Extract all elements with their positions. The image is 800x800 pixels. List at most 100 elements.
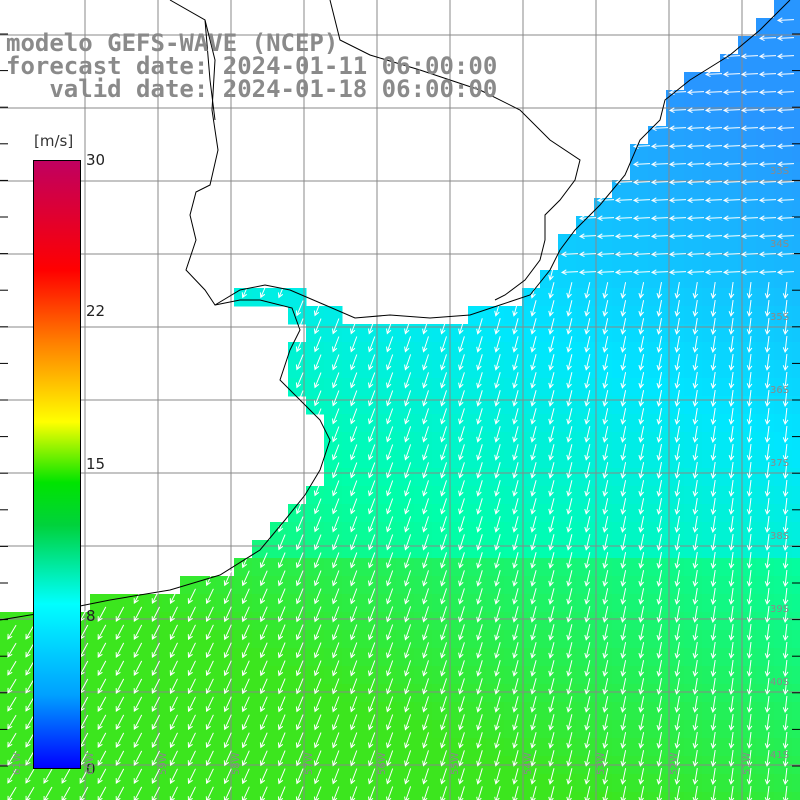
wind-arrow xyxy=(620,354,627,371)
wind-arrow xyxy=(674,318,681,335)
wind-arrow xyxy=(740,125,759,132)
wind-speed-cell xyxy=(648,432,667,451)
wind-arrow xyxy=(350,588,358,605)
wind-arrow xyxy=(764,552,771,569)
wind-speed-cell xyxy=(540,792,559,800)
wind-speed-cell xyxy=(720,774,739,793)
wind-arrow xyxy=(632,179,651,186)
wind-arrow xyxy=(728,660,735,677)
wind-arrow xyxy=(133,624,143,641)
wind-arrow xyxy=(710,390,717,407)
wind-speed-cell xyxy=(504,558,523,577)
wind-speed-cell xyxy=(522,702,541,721)
wind-arrow xyxy=(764,336,771,353)
wind-arrow xyxy=(728,768,735,785)
wind-speed-cell xyxy=(792,648,800,667)
wind-speed-cell xyxy=(108,648,127,667)
wind-arrow xyxy=(494,732,501,749)
colorbar-tick-22: 22 xyxy=(86,302,106,320)
wind-speed-cell xyxy=(648,684,667,703)
wind-speed-cell xyxy=(144,684,163,703)
wind-speed-cell xyxy=(756,216,775,235)
wind-arrow xyxy=(566,444,573,461)
wind-arrow xyxy=(422,516,429,533)
wind-speed-cell xyxy=(144,612,163,631)
wind-arrow xyxy=(692,768,699,785)
latitude-label: 36S xyxy=(770,385,790,396)
wind-speed-cell xyxy=(756,432,775,451)
wind-arrow xyxy=(656,660,663,677)
wind-arrow xyxy=(187,660,196,677)
wind-arrow xyxy=(332,768,340,785)
wind-arrow xyxy=(548,372,555,389)
wind-arrow xyxy=(566,570,573,587)
wind-arrow xyxy=(758,251,777,258)
colorbar xyxy=(33,160,81,769)
wind-arrow xyxy=(638,390,645,407)
wind-speed-cell xyxy=(594,414,613,433)
wind-speed-cell xyxy=(558,594,577,613)
wind-arrow xyxy=(638,336,645,353)
wind-speed-cell xyxy=(0,666,19,685)
wind-arrow xyxy=(169,588,178,605)
wind-arrow xyxy=(782,677,789,696)
wind-speed-cell xyxy=(702,162,721,181)
wind-arrow xyxy=(674,732,681,749)
wind-arrow xyxy=(782,443,789,462)
wind-arrow xyxy=(686,233,705,240)
wind-speed-cell xyxy=(666,144,685,163)
wind-arrow xyxy=(728,354,735,371)
wind-speed-cell xyxy=(774,738,793,757)
wind-speed-cell xyxy=(540,540,559,559)
wind-speed-cell xyxy=(756,198,775,217)
wind-arrow xyxy=(740,71,759,78)
wind-speed-cell xyxy=(792,252,800,271)
wind-speed-cell xyxy=(504,432,523,451)
wind-arrow xyxy=(295,336,304,353)
wind-speed-cell xyxy=(594,468,613,487)
wind-arrow xyxy=(710,588,717,605)
wind-speed-cell xyxy=(738,198,757,217)
wind-arrow xyxy=(277,678,286,695)
wind-arrow xyxy=(241,642,250,659)
wind-arrow xyxy=(530,552,537,569)
wind-arrow xyxy=(295,516,304,533)
wind-speed-cell xyxy=(522,306,541,325)
wind-arrow xyxy=(512,552,519,569)
wind-speed-cell xyxy=(684,234,703,253)
wind-arrow xyxy=(332,624,340,641)
wind-speed-cell xyxy=(198,792,217,800)
wind-arrow xyxy=(494,498,501,515)
wind-arrow xyxy=(548,786,555,800)
wind-speed-cell xyxy=(576,306,595,325)
wind-speed-cell xyxy=(756,252,775,271)
wind-speed-cell xyxy=(630,774,649,793)
wind-arrow xyxy=(746,498,753,515)
wind-speed-cell xyxy=(738,252,757,271)
wind-arrow xyxy=(7,624,17,640)
wind-speed-cell xyxy=(774,486,793,505)
wind-speed-cell xyxy=(594,612,613,631)
wind-arrow xyxy=(7,642,17,658)
wind-arrow xyxy=(782,731,789,750)
wind-arrow xyxy=(764,768,771,785)
wind-arrow xyxy=(458,606,465,623)
wind-arrow xyxy=(295,642,304,659)
wind-speed-cell xyxy=(522,468,541,487)
wind-speed-cell xyxy=(774,378,793,397)
wind-arrow xyxy=(223,696,232,713)
wind-arrow xyxy=(350,516,358,533)
wind-arrow xyxy=(614,197,633,204)
wind-speed-cell xyxy=(648,612,667,631)
wind-arrow xyxy=(674,534,681,551)
wind-arrow xyxy=(241,282,250,299)
wind-arrow xyxy=(458,354,465,371)
wind-arrow xyxy=(548,534,555,551)
wind-arrow xyxy=(710,426,717,443)
wind-speed-cell xyxy=(648,342,667,361)
wind-speed-cell xyxy=(720,216,739,235)
wind-arrow xyxy=(638,516,645,533)
wind-speed-cell xyxy=(558,666,577,685)
wind-speed-cell xyxy=(684,666,703,685)
wind-speed-cell xyxy=(576,252,595,271)
